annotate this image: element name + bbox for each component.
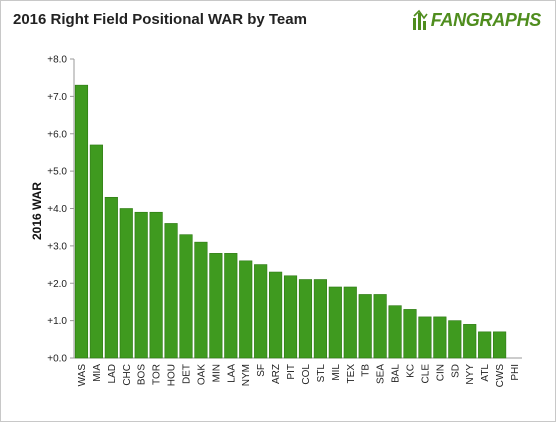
x-category-label: SD	[450, 364, 461, 378]
x-category-label: NYM	[241, 364, 252, 386]
bar-sf	[254, 264, 268, 359]
bar-kc	[403, 309, 417, 359]
x-category-label: SF	[256, 364, 267, 377]
y-tick-label: +2.0	[47, 279, 67, 290]
bar-nyy	[463, 324, 477, 359]
x-category-label: LAD	[107, 364, 118, 383]
y-tick-label: +3.0	[47, 241, 67, 252]
bar-pit	[283, 275, 298, 359]
x-category-label: STL	[316, 364, 327, 383]
y-tick-label: +8.0	[47, 55, 67, 66]
bar-was	[74, 84, 89, 359]
y-axis-label: 2016 WAR	[30, 182, 44, 240]
x-category-label: HOU	[167, 364, 178, 386]
x-category-label: CLE	[420, 364, 431, 384]
logo-text: FANGRAPHS	[430, 9, 542, 30]
x-category-label: BOS	[137, 364, 148, 385]
bar-chc	[119, 208, 133, 359]
bar-hou	[164, 223, 178, 359]
y-tick-label: +5.0	[47, 167, 67, 178]
bar-laa	[224, 253, 238, 359]
bar-cin	[433, 316, 447, 359]
bar-sd	[448, 320, 462, 359]
fangraphs-logo-icon	[412, 9, 428, 30]
x-category-label: BAL	[391, 364, 402, 383]
x-category-label: ARZ	[271, 364, 282, 384]
bar-tor	[149, 211, 163, 359]
y-tick-label: +0.0	[47, 354, 67, 365]
bar-col	[298, 279, 313, 359]
x-category-label: MIL	[331, 364, 342, 381]
x-category-label: CWS	[495, 364, 506, 388]
y-tick-label: +1.0	[47, 316, 67, 327]
bars-group	[74, 84, 507, 359]
bar-sea	[373, 294, 387, 359]
y-tick-label: +4.0	[47, 204, 67, 215]
x-category-label: PHI	[510, 364, 521, 381]
x-category-label: SEA	[376, 364, 387, 384]
chart-title: 2016 Right Field Positional WAR by Team	[13, 11, 307, 28]
bar-arz	[269, 271, 283, 359]
x-category-label: MIN	[211, 364, 222, 382]
y-tick-label: +7.0	[47, 92, 67, 103]
x-category-label: TEX	[346, 364, 357, 384]
x-category-label: CHC	[122, 364, 133, 386]
x-category-label: OAK	[196, 364, 207, 385]
bar-cle	[418, 316, 432, 359]
bar-det	[179, 234, 193, 359]
x-category-label: MIA	[92, 364, 103, 382]
x-category-label: LAA	[226, 364, 237, 383]
x-category-label: WAS	[77, 364, 88, 387]
bar-nym	[239, 260, 253, 359]
bar-tb	[358, 294, 372, 359]
bar-atl	[478, 331, 492, 359]
x-category-label: CIN	[435, 364, 446, 381]
bar-stl	[313, 279, 327, 359]
x-categories-group: WAS MIA LAD CHC BOS TOR HOU DET OAK MIN LAA NYM SF AR…	[77, 364, 521, 388]
bar-mil	[328, 286, 342, 359]
y-ticks-group: +0.0 +1.0 +2.0 +3.0 +4.0 +5.0 +6.0 +7.0 +8.0	[47, 55, 74, 365]
bar-min	[209, 253, 223, 359]
bar-oak	[194, 241, 208, 359]
x-category-label: TB	[361, 364, 372, 377]
fangraphs-logo: FANGRAPHS	[412, 9, 541, 31]
y-tick-label: +6.0	[47, 129, 67, 140]
x-category-label: KC	[406, 364, 417, 378]
x-category-label: PIT	[286, 364, 297, 380]
bar-tex	[343, 286, 357, 359]
x-category-label: NYY	[465, 364, 476, 385]
bar-bos	[134, 211, 148, 359]
x-category-label: ATL	[480, 364, 491, 382]
x-category-label: DET	[182, 364, 193, 384]
bar-lad	[104, 196, 118, 359]
bar-cws	[493, 331, 507, 359]
bar-bal	[388, 305, 402, 359]
x-category-label: TOR	[152, 364, 163, 385]
bar-mia	[89, 144, 103, 359]
x-category-label: COL	[301, 364, 312, 385]
